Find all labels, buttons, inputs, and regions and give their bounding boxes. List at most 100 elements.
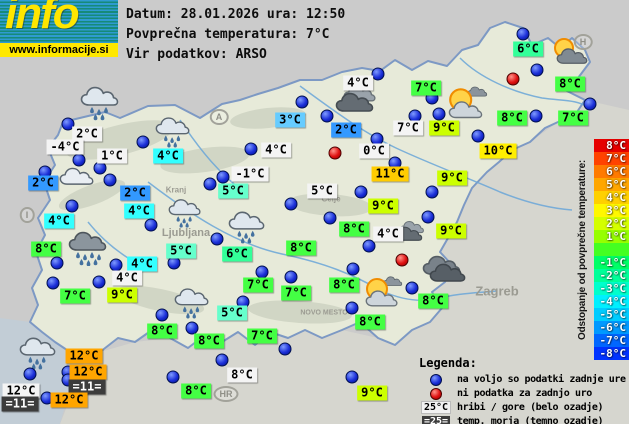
temp-label: 4°C — [44, 213, 74, 229]
legend-rows: na voljo so podatki zadnje ure ni podatka… — [419, 373, 629, 424]
station-dot-available — [530, 63, 544, 77]
temp-label: -1°C — [231, 166, 269, 182]
scale-segment: 6°C — [594, 165, 629, 178]
station-dot-available — [215, 353, 229, 367]
temp-label: 7°C — [558, 110, 588, 126]
temp-label: 4°C — [373, 226, 403, 242]
station-dot-stale — [328, 146, 342, 160]
scale-segment: -3°C — [594, 282, 629, 295]
temp-label: 12°C — [69, 364, 107, 380]
heavy-rain-cloud-icon — [65, 228, 111, 267]
station-dot-available — [471, 129, 485, 143]
station-dot-available — [354, 185, 368, 199]
temp-label: 3°C — [275, 112, 305, 128]
map-place-label: Zagreb — [475, 283, 519, 299]
white-box: 25°C — [421, 402, 451, 413]
station-dot-available — [421, 210, 435, 224]
scale-segment: 8°C — [594, 139, 629, 152]
temp-label: 0°C — [359, 143, 389, 159]
map-place-label: Kranj — [165, 185, 187, 195]
country-sign: HR — [213, 386, 239, 402]
scale-segment: 4°C — [594, 191, 629, 204]
temp-label: 12°C — [50, 392, 88, 408]
temp-label: 1°C — [97, 148, 127, 164]
temp-label: 2°C — [120, 185, 150, 201]
logo-url-link[interactable]: www.informacije.si — [0, 43, 118, 57]
station-dot-available — [136, 135, 150, 149]
station-dot-available — [432, 107, 446, 121]
station-dot-available — [284, 270, 298, 284]
legend-item-text: ni podatka za zadnjo uro — [457, 388, 592, 399]
station-dot-available — [323, 211, 337, 225]
temp-label: 5°C — [217, 305, 247, 321]
temp-label: 7°C — [243, 277, 273, 293]
station-dot-available — [583, 97, 597, 111]
temp-label: 8°C — [286, 240, 316, 256]
white-box-legend-icon: 25°C — [419, 402, 453, 413]
scale-segment: 3°C — [594, 204, 629, 217]
temp-label: 7°C — [247, 328, 277, 344]
station-dot-available — [210, 232, 224, 246]
temp-label: 7°C — [411, 80, 441, 96]
blue-dot — [430, 373, 442, 386]
temp-label: 9°C — [107, 287, 137, 303]
scale-segment: -4°C — [594, 295, 629, 308]
temp-label: 8°C — [555, 76, 585, 92]
dark-box-legend-icon: =25= — [419, 416, 453, 424]
scale-segment: -8°C — [594, 347, 629, 360]
scale-segment: -7°C — [594, 334, 629, 347]
station-dot-available — [46, 276, 60, 290]
country-sign: H — [573, 34, 593, 50]
temp-label: 11°C — [371, 166, 409, 182]
temp-label: 7°C — [281, 285, 311, 301]
station-dot-available — [203, 177, 217, 191]
temp-label: 9°C — [437, 170, 467, 186]
sun-clouds-icon — [360, 274, 406, 312]
station-dot-available — [345, 301, 359, 315]
temp-label: 8°C — [181, 383, 211, 399]
temp-label: 9°C — [436, 223, 466, 239]
temp-label: 4°C — [112, 270, 142, 286]
temp-label: 8°C — [339, 221, 369, 237]
station-dot-stale — [395, 253, 409, 267]
temp-label: 5°C — [307, 183, 337, 199]
scale-segment: 2°C — [594, 217, 629, 230]
cloud-icon — [56, 159, 97, 193]
temp-label: 8°C — [31, 241, 61, 257]
station-dot-available — [345, 370, 359, 384]
temp-label: 2°C — [72, 126, 102, 142]
station-dot-available — [23, 367, 37, 381]
site-logo[interactable]: info www.informacije.si — [0, 0, 118, 57]
scale-segment — [594, 243, 629, 256]
station-dot-available — [65, 199, 79, 213]
station-dot-available — [346, 262, 360, 276]
temp-label: 2°C — [331, 122, 361, 138]
temp-label: 4°C — [261, 142, 291, 158]
map-place-label: Ljubljana — [161, 227, 211, 239]
station-dot-available — [244, 142, 258, 156]
temp-label: 7°C — [60, 288, 90, 304]
legend-item-text: na voljo so podatki zadnje ure — [457, 374, 626, 385]
legend-item: na voljo so podatki zadnje ure — [419, 373, 629, 386]
scale-title: Odstopanje od povprečne temperature: — [577, 159, 588, 340]
station-dot-available — [529, 109, 543, 123]
sun-clouds-icon — [443, 84, 491, 124]
temp-label: 6°C — [222, 246, 252, 262]
station-dot-available — [103, 173, 117, 187]
scale-segment: -1°C — [594, 256, 629, 269]
temp-label: 9°C — [368, 198, 398, 214]
temp-label: 6°C — [513, 41, 543, 57]
station-dot-available — [166, 370, 180, 384]
header-source-line: Vir podatkov: ARSO — [126, 47, 267, 62]
scale-segment: 1°C — [594, 230, 629, 243]
temp-label: 4°C — [124, 203, 154, 219]
temp-label: 9°C — [357, 385, 387, 401]
scale-segment: -2°C — [594, 269, 629, 282]
temp-label: 5°C — [166, 243, 196, 259]
legend-item-text: hribi / gore (belo ozadje) — [457, 402, 604, 413]
temp-label: 12°C — [2, 383, 40, 399]
